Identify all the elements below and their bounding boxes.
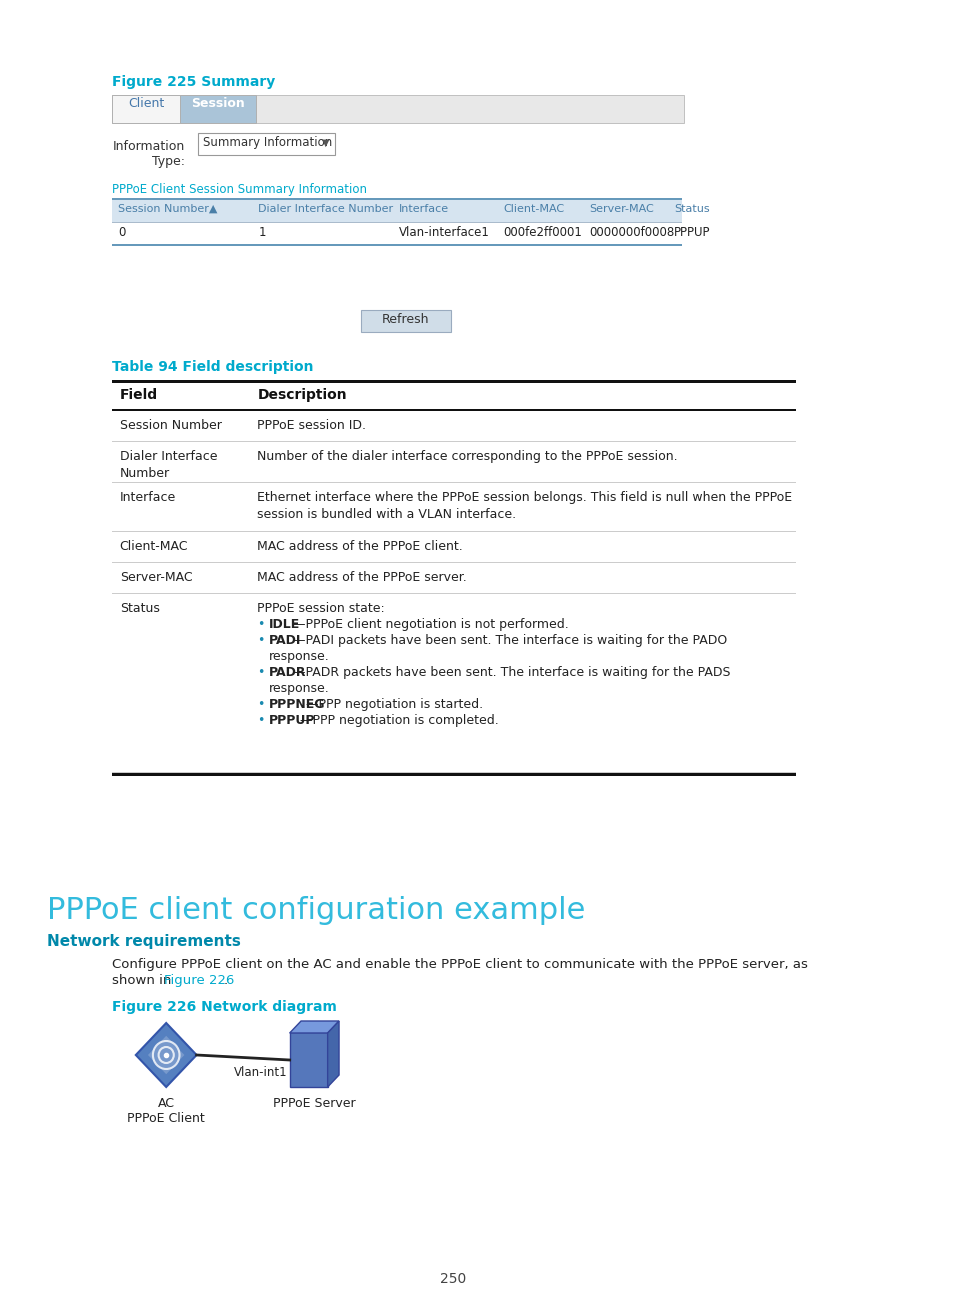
Text: —PPP negotiation is started.: —PPP negotiation is started. xyxy=(306,699,482,712)
Text: Configure PPPoE client on the AC and enable the PPPoE client to communicate with: Configure PPPoE client on the AC and ena… xyxy=(112,958,807,971)
Bar xyxy=(112,562,795,594)
Text: MAC address of the PPPoE client.: MAC address of the PPPoE client. xyxy=(257,540,462,553)
Text: Field: Field xyxy=(119,388,157,402)
Text: Client-MAC: Client-MAC xyxy=(119,540,188,553)
Text: PADR: PADR xyxy=(269,666,306,679)
Text: Figure 225 Summary: Figure 225 Summary xyxy=(112,75,275,89)
Bar xyxy=(112,95,180,123)
Bar xyxy=(112,380,795,384)
Bar xyxy=(112,772,795,776)
Bar xyxy=(112,95,683,123)
Text: Ethernet interface where the PPPoE session belongs. This field is null when the : Ethernet interface where the PPPoE sessi… xyxy=(257,491,792,521)
Bar xyxy=(112,411,795,441)
Text: —PPP negotiation is completed.: —PPP negotiation is completed. xyxy=(299,714,497,727)
Text: PADI: PADI xyxy=(269,634,301,647)
Text: —PADI packets have been sent. The interface is waiting for the PADO: —PADI packets have been sent. The interf… xyxy=(294,634,727,647)
Text: Server-MAC: Server-MAC xyxy=(119,572,193,584)
Bar xyxy=(112,442,795,482)
Text: PPPoE Client Session Summary Information: PPPoE Client Session Summary Information xyxy=(112,183,367,196)
Text: shown in: shown in xyxy=(112,975,175,988)
Text: PPPoE Server: PPPoE Server xyxy=(273,1096,355,1109)
Polygon shape xyxy=(135,1023,196,1087)
Text: Interface: Interface xyxy=(398,203,449,214)
Text: PPPNEG: PPPNEG xyxy=(269,699,325,712)
Text: Client: Client xyxy=(128,97,164,110)
Text: 0000000f0008: 0000000f0008 xyxy=(588,226,674,238)
Text: Client-MAC: Client-MAC xyxy=(503,203,564,214)
Text: response.: response. xyxy=(269,651,329,664)
Text: 0: 0 xyxy=(117,226,125,238)
Text: Session Number▲: Session Number▲ xyxy=(117,203,217,214)
Bar xyxy=(197,133,335,156)
Text: .: . xyxy=(223,975,227,988)
Bar xyxy=(112,244,681,246)
Text: Figure 226 Network diagram: Figure 226 Network diagram xyxy=(112,1001,336,1013)
Bar xyxy=(112,384,795,410)
Text: Status: Status xyxy=(119,603,159,616)
Text: ▼: ▼ xyxy=(322,137,329,148)
Text: —PPPoE client negotiation is not performed.: —PPPoE client negotiation is not perform… xyxy=(294,618,569,631)
Bar xyxy=(112,483,795,531)
Text: 000fe2ff0001: 000fe2ff0001 xyxy=(503,226,581,238)
Bar xyxy=(112,531,795,562)
Text: •: • xyxy=(257,618,265,631)
Bar xyxy=(112,198,681,200)
Text: Dialer Interface
Number: Dialer Interface Number xyxy=(119,450,217,480)
Text: Vlan-int1: Vlan-int1 xyxy=(233,1065,287,1078)
Text: AC
PPPoE Client: AC PPPoE Client xyxy=(127,1096,205,1125)
Text: PPPoE session state:: PPPoE session state: xyxy=(257,603,385,616)
Bar xyxy=(112,594,795,772)
Polygon shape xyxy=(290,1021,338,1033)
Text: •: • xyxy=(257,714,265,727)
Text: —PADR packets have been sent. The interface is waiting for the PADS: —PADR packets have been sent. The interf… xyxy=(294,666,730,679)
Text: Dialer Interface Number: Dialer Interface Number xyxy=(258,203,393,214)
Text: Vlan-interface1: Vlan-interface1 xyxy=(398,226,489,238)
Text: Server-MAC: Server-MAC xyxy=(588,203,653,214)
Text: Network requirements: Network requirements xyxy=(48,934,241,949)
Text: PPPoE session ID.: PPPoE session ID. xyxy=(257,419,366,432)
Polygon shape xyxy=(327,1021,338,1087)
Text: Number of the dialer interface corresponding to the PPPoE session.: Number of the dialer interface correspon… xyxy=(257,450,678,463)
Text: Description: Description xyxy=(257,388,347,402)
Bar xyxy=(112,200,681,222)
Text: Interface: Interface xyxy=(119,491,175,504)
Text: Table 94 Field description: Table 94 Field description xyxy=(112,360,314,375)
Bar xyxy=(290,1032,327,1087)
Text: PPPUP: PPPUP xyxy=(674,226,710,238)
Text: Session: Session xyxy=(192,97,245,110)
Text: Summary Information: Summary Information xyxy=(203,136,333,149)
Text: PPPUP: PPPUP xyxy=(269,714,314,727)
Text: PPPoE client configuration example: PPPoE client configuration example xyxy=(48,896,585,925)
Text: Session Number: Session Number xyxy=(119,419,221,432)
Text: MAC address of the PPPoE server.: MAC address of the PPPoE server. xyxy=(257,572,467,584)
Bar xyxy=(360,310,451,332)
Text: 1: 1 xyxy=(258,226,266,238)
Text: •: • xyxy=(257,699,265,712)
Bar xyxy=(180,95,256,123)
Text: •: • xyxy=(257,634,265,647)
Text: response.: response. xyxy=(269,682,329,695)
Polygon shape xyxy=(148,1036,184,1074)
Text: 250: 250 xyxy=(439,1271,466,1286)
Text: Status: Status xyxy=(674,203,709,214)
Text: •: • xyxy=(257,666,265,679)
Bar xyxy=(112,410,795,411)
Text: IDLE: IDLE xyxy=(269,618,299,631)
Text: Information
Type:: Information Type: xyxy=(112,140,185,168)
Bar xyxy=(112,222,681,244)
Text: Figure 226: Figure 226 xyxy=(164,975,234,988)
Text: Refresh: Refresh xyxy=(381,314,429,327)
